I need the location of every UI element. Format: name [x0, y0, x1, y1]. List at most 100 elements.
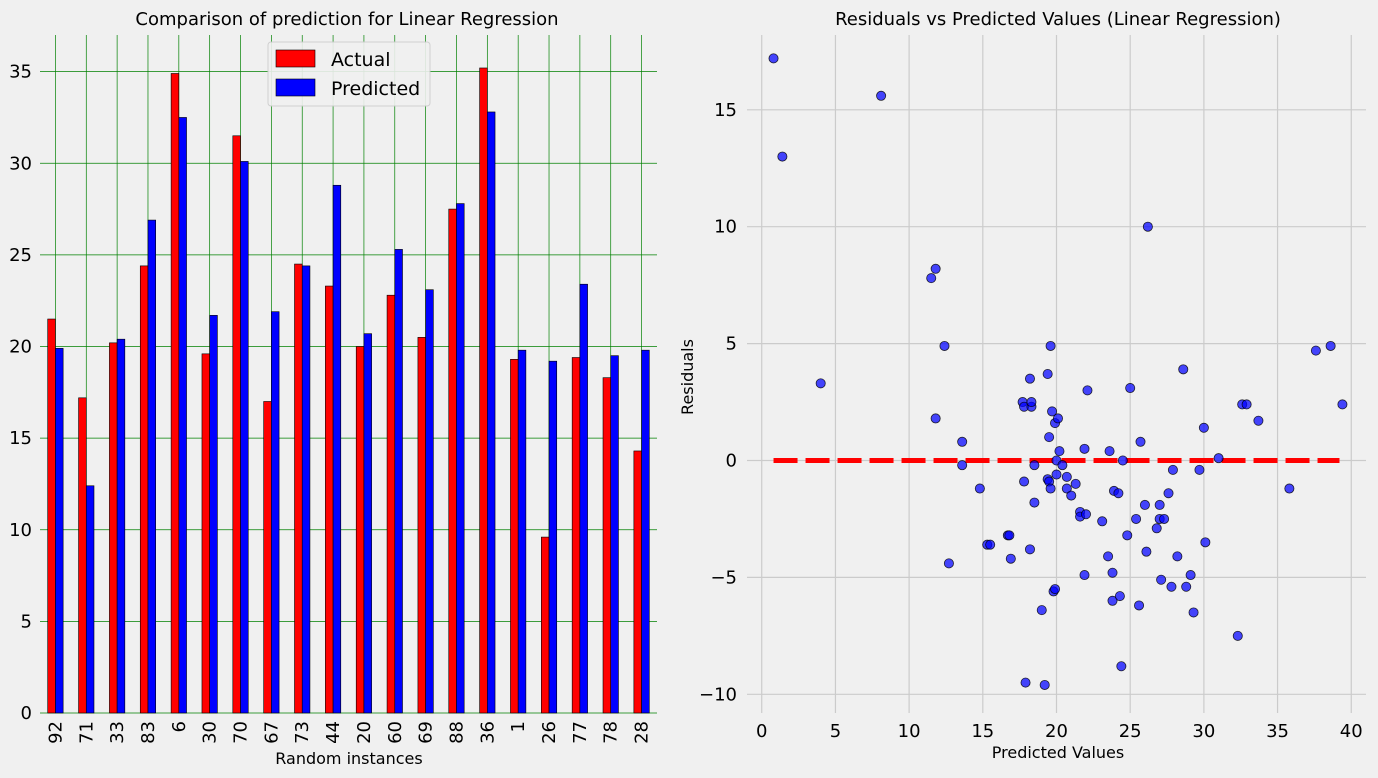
scatter-chart-grid	[747, 35, 1366, 713]
bar-actual-44	[325, 285, 334, 714]
bar-y-tick-label: 5	[21, 611, 32, 632]
bar-actual-92	[47, 318, 56, 714]
scatter-point	[1181, 581, 1192, 592]
scatter-point	[1044, 432, 1055, 443]
bar-chart-x-ticks: 92 71 33 83 6 30 70 67 73 44 20 60 69 88 36 1 26 77 78 28	[45, 721, 652, 744]
scatter-point	[1200, 537, 1211, 548]
bar-y-tick-label: 0	[21, 703, 32, 724]
bar-y-tick-label: 20	[9, 337, 32, 358]
scatter-x-tick-label: 20	[1045, 721, 1068, 742]
bar-x-tick-label: 30	[200, 721, 221, 744]
scatter-point	[1163, 488, 1174, 499]
bar-x-tick-label: 88	[446, 721, 467, 744]
scatter-point	[768, 53, 779, 64]
scatter-point	[1042, 368, 1053, 379]
scatter-point	[1122, 530, 1133, 541]
scatter-chart: Residuals vs Predicted Values (Linear Re…	[678, 9, 1366, 762]
scatter-x-tick-label: 35	[1266, 721, 1289, 742]
scatter-x-tick-label: 25	[1119, 721, 1142, 742]
bar-actual-69	[417, 337, 426, 714]
scatter-point	[1051, 469, 1062, 480]
bar-actual-36	[479, 67, 488, 714]
scatter-point	[1066, 490, 1077, 501]
bar-x-tick-label: 92	[45, 721, 66, 744]
bar-x-tick-label: 83	[138, 721, 159, 744]
scatter-point	[876, 90, 887, 101]
scatter-point	[1082, 385, 1093, 396]
bar-actual-60	[386, 294, 396, 714]
scatter-point	[1141, 546, 1152, 557]
scatter-point	[1054, 446, 1065, 457]
bar-chart-bars	[47, 67, 650, 714]
scatter-point	[1125, 383, 1136, 394]
scatter-point	[1198, 422, 1209, 433]
scatter-point	[1117, 455, 1128, 466]
scatter-point	[1052, 413, 1063, 424]
scatter-point	[1004, 530, 1015, 541]
scatter-point	[1325, 340, 1336, 351]
scatter-point	[1178, 364, 1189, 375]
bar-chart-x-label: Random instances	[275, 749, 422, 768]
scatter-point	[1194, 464, 1205, 475]
bar-x-tick-label: 60	[385, 721, 406, 744]
scatter-point	[1079, 443, 1090, 454]
bar-y-tick-label: 30	[9, 153, 32, 174]
bar-x-tick-label: 70	[231, 721, 252, 744]
bar-predicted-78	[610, 355, 619, 714]
scatter-point	[1029, 460, 1040, 471]
scatter-x-tick-label: 0	[756, 721, 767, 742]
bar-predicted-77	[579, 283, 588, 714]
scatter-chart-x-label: Predicted Values	[992, 743, 1124, 762]
scatter-point	[1029, 497, 1040, 508]
legend-swatch-predicted	[275, 78, 316, 97]
bar-actual-30	[201, 353, 210, 714]
bar-actual-88	[448, 208, 457, 714]
bar-x-tick-label: 44	[323, 721, 344, 744]
scatter-point	[1167, 464, 1178, 475]
bar-x-tick-label: 20	[354, 721, 375, 744]
scatter-point	[1156, 574, 1167, 585]
bar-actual-70	[232, 135, 241, 714]
bar-predicted-20	[363, 333, 372, 714]
scatter-point	[1061, 471, 1072, 482]
legend-label-predicted: Predicted	[331, 78, 420, 100]
scatter-x-tick-label: 40	[1340, 721, 1363, 742]
scatter-x-tick-label: 10	[898, 721, 921, 742]
bar-x-tick-label: 33	[107, 721, 128, 744]
scatter-point	[1113, 488, 1124, 499]
bar-y-tick-label: 35	[9, 62, 32, 83]
bar-predicted-67	[271, 311, 280, 714]
scatter-point	[1213, 453, 1224, 464]
scatter-point	[1159, 513, 1170, 524]
scatter-point	[1104, 446, 1115, 457]
bar-predicted-83	[147, 219, 156, 714]
scatter-point	[1024, 373, 1035, 384]
scatter-point	[1019, 476, 1030, 487]
legend-label-actual: Actual	[331, 49, 391, 71]
scatter-point	[1070, 478, 1081, 489]
bar-x-tick-label: 73	[292, 721, 313, 744]
scatter-point	[957, 436, 968, 447]
bar-x-tick-label: 77	[570, 721, 591, 744]
bar-x-tick-label: 36	[477, 721, 498, 744]
bar-predicted-88	[456, 203, 465, 714]
scatter-point	[1080, 509, 1091, 520]
scatter-point	[1097, 516, 1108, 527]
scatter-point	[1107, 567, 1118, 578]
scatter-chart-x-ticks: 0 5 10 15 20 25 30 35 40	[756, 721, 1363, 742]
scatter-point	[939, 340, 950, 351]
bar-x-tick-label: 71	[76, 721, 97, 744]
scatter-point	[1134, 600, 1145, 611]
bar-chart: Comparison of prediction for Linear Regr…	[9, 9, 657, 768]
bar-x-tick-label: 67	[261, 721, 282, 744]
scatter-point	[1284, 483, 1295, 494]
bar-actual-77	[571, 357, 581, 714]
scatter-y-tick-label: −5	[710, 567, 737, 588]
scatter-point	[1310, 345, 1321, 356]
bar-y-tick-label: 10	[9, 520, 32, 541]
bar-predicted-33	[116, 338, 126, 714]
scatter-y-tick-label: 15	[714, 100, 737, 121]
bar-actual-6	[170, 73, 180, 714]
scatter-point	[1020, 677, 1031, 688]
